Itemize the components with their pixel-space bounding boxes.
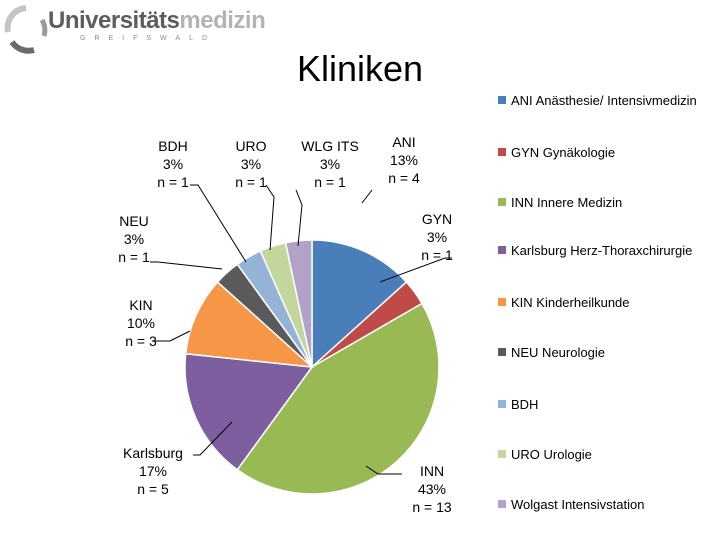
legend-label: ANI Anästhesie/ Intensivmedizin: [511, 93, 697, 108]
slice-label-name: ANI: [392, 134, 416, 150]
slice-label-percent: 3%: [240, 156, 262, 172]
slice-label-name: NEU: [119, 213, 149, 229]
slice-label-gyn: GYN 3% n = 1: [414, 210, 460, 264]
slice-label-count: n = 1: [157, 174, 189, 190]
slice-label-neu: NEU 3% n = 1: [111, 212, 157, 266]
slice-label-count: n = 1: [314, 174, 346, 190]
legend-label: URO Urologie: [511, 447, 592, 462]
slice-label-count: n = 3: [125, 333, 157, 349]
slice-label-percent: 43%: [417, 481, 447, 497]
legend-label: Karlsburg Herz-Thoraxchirurgie: [511, 243, 693, 258]
leader-line-ani: [361, 189, 373, 204]
logo-subline: GREIFSWALD: [80, 35, 217, 42]
legend-label: NEU Neurologie: [511, 345, 605, 360]
legend-swatch: [498, 298, 506, 306]
slice-label-name: URO: [235, 138, 267, 154]
leader-line-inn: [365, 465, 402, 475]
slice-label-count: n = 1: [118, 249, 150, 265]
slice-label-percent: 3%: [426, 229, 448, 245]
chart-title: Kliniken: [296, 48, 424, 89]
leader-line-neu: [150, 261, 223, 270]
leader-line-karlsburg: [193, 421, 233, 456]
legend-label: INN Innere Medizin: [511, 195, 623, 210]
pie-slice-ani: [311, 239, 408, 369]
slice-label-count: n = 1: [421, 247, 453, 263]
pie-slice-kin: [184, 280, 315, 368]
slice-label-karlsburg: Karlsburg 17% n = 5: [110, 444, 196, 498]
slice-label-name: INN: [419, 463, 445, 479]
pie-slices: [184, 239, 440, 495]
leader-line-uro: [265, 184, 275, 251]
slice-label-percent: 10%: [126, 315, 156, 331]
slice-label-count: n = 5: [137, 481, 169, 497]
slice-label-percent: 3%: [123, 231, 145, 247]
slice-label-name: WLG ITS: [301, 138, 359, 154]
slice-label-bdh: BDH 3% n = 1: [150, 137, 196, 191]
slice-label-inn: INN 43% n = 13: [404, 462, 460, 516]
leader-lines: [150, 184, 452, 475]
legend-swatch: [498, 348, 506, 356]
slice-label-name: BDH: [158, 138, 188, 154]
slice-label-name: KIN: [129, 297, 153, 313]
legend-swatch: [498, 148, 506, 156]
legend-label: BDH: [511, 397, 539, 412]
legend-swatch: [498, 246, 506, 254]
legend-swatch: [498, 450, 506, 458]
slice-label-percent: 13%: [389, 152, 419, 168]
leader-line-bdh: [190, 184, 247, 263]
slice-label-name: Karlsburg: [123, 445, 183, 461]
slice-label-percent: 17%: [138, 463, 168, 479]
slice-label-count: n = 4: [388, 170, 420, 186]
slice-label-wlg: WLG ITS 3% n = 1: [296, 137, 364, 191]
slice-label-count: n = 1: [235, 174, 267, 190]
legend-swatch: [498, 500, 506, 508]
slice-label-kin: KIN 10% n = 3: [118, 296, 164, 350]
slice-label-ani: ANI 13% n = 4: [380, 133, 428, 187]
university-logo: Universitätsmedizin GREIFSWALD: [4, 4, 266, 54]
slice-label-count: n = 13: [412, 499, 452, 515]
logo-name-part1: Universitäts: [48, 7, 180, 34]
leader-line-gyn: [379, 257, 452, 283]
slice-label-uro: URO 3% n = 1: [228, 137, 274, 191]
legend-swatch: [498, 400, 506, 408]
leader-line-wlg: [295, 189, 303, 247]
pie-slice-karlsburg: [184, 352, 314, 471]
leader-line-kin: [155, 330, 191, 342]
legend-label: GYN Gynäkologie: [511, 145, 616, 160]
legend-swatch: [498, 198, 506, 206]
slice-label-percent: 3%: [162, 156, 184, 172]
logo-wordmark: Universitätsmedizin: [48, 7, 266, 35]
logo-name-part2: medizin: [179, 7, 266, 34]
legend-label: KIN Kinderheilkunde: [511, 295, 630, 310]
slice-label-name: GYN: [421, 211, 453, 227]
pie-slice-inn: [236, 302, 440, 495]
logo-emblem-icon: [4, 5, 48, 54]
legend-swatch: [498, 96, 506, 104]
slice-label-percent: 3%: [319, 156, 341, 172]
legend-label: Wolgast Intensivstation: [511, 497, 645, 512]
